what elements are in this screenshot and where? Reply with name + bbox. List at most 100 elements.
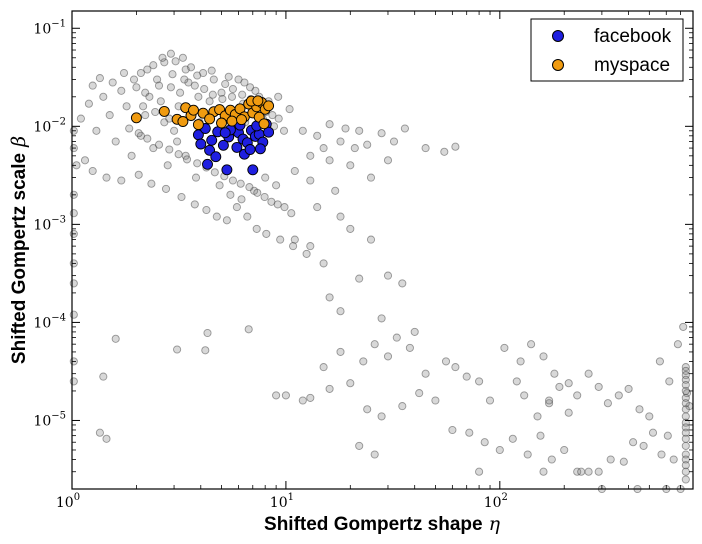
- background-point: [281, 391, 290, 400]
- background-point: [635, 405, 644, 414]
- background-point: [180, 75, 189, 84]
- background-point: [485, 396, 495, 405]
- background-point: [355, 441, 364, 450]
- x-tick-exponent: 0: [74, 492, 80, 503]
- facebook-point: [254, 143, 266, 155]
- background-point: [76, 114, 85, 123]
- background-point: [512, 377, 521, 386]
- background-point: [619, 457, 628, 466]
- background-point: [151, 107, 160, 117]
- background-point: [657, 450, 666, 459]
- y-tick-base: 10: [33, 119, 51, 135]
- background-point: [363, 140, 372, 149]
- background-point: [190, 200, 199, 209]
- background-point: [545, 396, 554, 405]
- background-point: [331, 186, 340, 195]
- background-point: [383, 271, 393, 280]
- background-point: [389, 137, 399, 146]
- background-point: [584, 467, 593, 476]
- background-point: [232, 203, 241, 212]
- background-point: [251, 86, 260, 95]
- background-point: [341, 124, 350, 133]
- background-point: [154, 140, 164, 149]
- background-point: [88, 81, 97, 90]
- background-point: [584, 369, 593, 378]
- background-point: [226, 190, 235, 199]
- background-point: [355, 274, 364, 283]
- background-point: [178, 53, 187, 62]
- background-point: [441, 357, 451, 366]
- x-axis-label-text: Shifted Gompertz shape: [264, 514, 483, 535]
- background-point: [205, 97, 214, 106]
- background-point: [134, 129, 143, 138]
- background-point: [102, 434, 111, 443]
- background-point: [285, 105, 294, 114]
- x-tick-label: 102: [484, 492, 508, 511]
- background-point: [451, 142, 460, 151]
- background-point: [655, 357, 664, 366]
- background-point: [69, 279, 78, 288]
- myspace-point: [263, 100, 275, 112]
- background-point: [555, 382, 564, 391]
- background-point: [119, 68, 129, 78]
- background-point: [224, 72, 233, 81]
- background-point: [289, 242, 298, 251]
- background-point: [274, 92, 283, 101]
- background-point: [564, 408, 573, 417]
- background-point: [451, 363, 460, 372]
- background-point: [665, 377, 674, 386]
- background-point: [679, 322, 688, 331]
- plot-frame: [71, 10, 694, 490]
- myspace-point: [204, 113, 216, 125]
- background-point: [171, 57, 180, 66]
- facebook-point: [217, 139, 229, 151]
- background-point: [336, 347, 345, 356]
- background-point: [212, 212, 221, 221]
- x-axis-symbol: η: [489, 513, 501, 535]
- background-point: [475, 377, 484, 386]
- background-point: [125, 124, 134, 133]
- background-point: [366, 235, 376, 244]
- myspace-point: [216, 117, 227, 129]
- background-point: [260, 192, 269, 202]
- background-point: [377, 314, 386, 323]
- legend-marker-facebook: [552, 30, 564, 42]
- background-point: [421, 144, 430, 153]
- y-tick-label: 10−3: [33, 214, 66, 233]
- myspace-point: [130, 112, 142, 124]
- background-point: [560, 445, 569, 455]
- background-point: [84, 99, 93, 108]
- legend-marker-myspace: [552, 59, 564, 71]
- background-point: [681, 467, 690, 476]
- background-point: [370, 340, 379, 349]
- background-point: [313, 203, 322, 212]
- legend-label-myspace: myspace: [594, 55, 670, 76]
- background-point: [111, 334, 120, 343]
- background-point: [475, 467, 484, 476]
- background-point: [141, 88, 150, 97]
- background-point: [69, 377, 78, 386]
- background-point: [245, 183, 254, 192]
- background-point: [663, 431, 672, 440]
- background-point: [462, 372, 471, 381]
- background-point: [681, 434, 690, 443]
- background-point: [154, 81, 164, 90]
- background-point: [603, 399, 612, 408]
- background-point: [681, 399, 690, 408]
- background-point: [122, 102, 131, 111]
- background-point: [218, 94, 227, 104]
- minor-ticks: [72, 11, 693, 489]
- background-point: [163, 161, 172, 170]
- background-point: [336, 212, 345, 221]
- background-point: [669, 455, 678, 464]
- x-tick-base: 10: [56, 495, 74, 511]
- background-point: [184, 78, 193, 87]
- background-point: [290, 166, 299, 176]
- background-point: [143, 134, 152, 143]
- plot-area: [72, 11, 693, 489]
- background-point: [182, 155, 192, 164]
- facebook-point: [263, 126, 275, 138]
- background-point: [629, 438, 638, 447]
- facebook-point: [219, 127, 231, 139]
- facebook-point: [247, 164, 259, 176]
